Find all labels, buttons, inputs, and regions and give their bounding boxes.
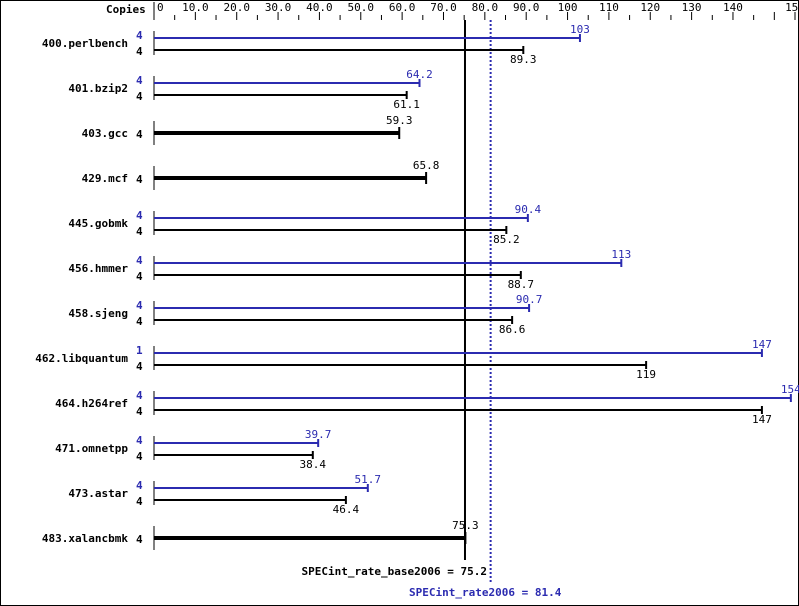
base-copies: 4 xyxy=(136,173,143,186)
benchmark-label: 403.gcc xyxy=(82,127,128,140)
benchmark-label: 464.h264ref xyxy=(55,397,128,410)
peak-value-label: 51.7 xyxy=(355,473,382,486)
copies-header: Copies xyxy=(106,3,146,16)
base-value-label: 85.2 xyxy=(493,233,520,246)
peak-value-label: 90.7 xyxy=(516,293,543,306)
base-copies: 4 xyxy=(136,270,143,283)
peak-copies: 4 xyxy=(136,209,143,222)
base-value-label: 61.1 xyxy=(393,98,420,111)
base-value-label: 59.3 xyxy=(386,114,413,127)
peak-copies: 4 xyxy=(136,74,143,87)
base-copies: 4 xyxy=(136,450,143,463)
base-copies: 4 xyxy=(136,315,143,328)
base-value-label: 119 xyxy=(636,368,656,381)
base-copies: 4 xyxy=(136,533,143,546)
x-tick-label: 90.0 xyxy=(513,1,540,14)
peak-copies: 4 xyxy=(136,389,143,402)
benchmark-label: 462.libquantum xyxy=(35,352,128,365)
x-tick-label: 110 xyxy=(599,1,619,14)
peak-copies: 4 xyxy=(136,299,143,312)
benchmark-label: 473.astar xyxy=(68,487,128,500)
base-value-label: 88.7 xyxy=(508,278,535,291)
x-tick-label: 10.0 xyxy=(182,1,209,14)
base-copies: 4 xyxy=(136,495,143,508)
benchmark-label: 401.bzip2 xyxy=(68,82,128,95)
x-tick-label: 80.0 xyxy=(472,1,499,14)
base-value-label: 86.6 xyxy=(499,323,526,336)
base-copies: 4 xyxy=(136,225,143,238)
peak-value-label: 64.2 xyxy=(406,68,433,81)
peak-copies: 4 xyxy=(136,479,143,492)
x-tick-label: 0 xyxy=(157,1,164,14)
x-tick-label: 60.0 xyxy=(389,1,416,14)
benchmark-label: 456.hmmer xyxy=(68,262,128,275)
peak-value-label: 113 xyxy=(611,248,631,261)
peak-copies: 1 xyxy=(136,344,143,357)
base-mean-label: SPECint_rate_base2006 = 75.2 xyxy=(302,565,487,578)
base-copies: 4 xyxy=(136,90,143,103)
base-value-label: 147 xyxy=(752,413,772,426)
peak-copies: 4 xyxy=(136,434,143,447)
peak-value-label: 90.4 xyxy=(515,203,542,216)
x-tick-label: 100 xyxy=(558,1,578,14)
base-copies: 4 xyxy=(136,128,143,141)
peak-value-label: 103 xyxy=(570,23,590,36)
base-copies: 4 xyxy=(136,405,143,418)
peak-copies: 4 xyxy=(136,29,143,42)
x-tick-label: 130 xyxy=(682,1,702,14)
base-value-label: 46.4 xyxy=(333,503,360,516)
peak-value-label: 147 xyxy=(752,338,772,351)
benchmark-label: 471.omnetpp xyxy=(55,442,128,455)
benchmark-label: 445.gobmk xyxy=(68,217,128,230)
base-value-label: 65.8 xyxy=(413,159,440,172)
base-value-label: 75.3 xyxy=(452,519,479,532)
x-tick-label: 40.0 xyxy=(306,1,333,14)
benchmark-label: 429.mcf xyxy=(82,172,128,185)
peak-value-label: 154 xyxy=(781,383,799,396)
x-tick-label: 30.0 xyxy=(265,1,292,14)
peak-mean-label: SPECint_rate2006 = 81.4 xyxy=(409,586,562,599)
base-value-label: 38.4 xyxy=(300,458,327,471)
peak-copies: 4 xyxy=(136,254,143,267)
x-tick-label: 70.0 xyxy=(430,1,457,14)
base-copies: 4 xyxy=(136,360,143,373)
x-tick-label: 140 xyxy=(723,1,743,14)
base-copies: 4 xyxy=(136,45,143,58)
x-tick-label: 155 xyxy=(785,1,799,14)
benchmark-label: 400.perlbench xyxy=(42,37,128,50)
x-tick-label: 20.0 xyxy=(223,1,250,14)
benchmark-label: 483.xalancbmk xyxy=(42,532,128,545)
benchmark-label: 458.sjeng xyxy=(68,307,128,320)
x-tick-label: 50.0 xyxy=(348,1,375,14)
base-value-label: 89.3 xyxy=(510,53,537,66)
x-tick-label: 120 xyxy=(640,1,660,14)
peak-value-label: 39.7 xyxy=(305,428,332,441)
